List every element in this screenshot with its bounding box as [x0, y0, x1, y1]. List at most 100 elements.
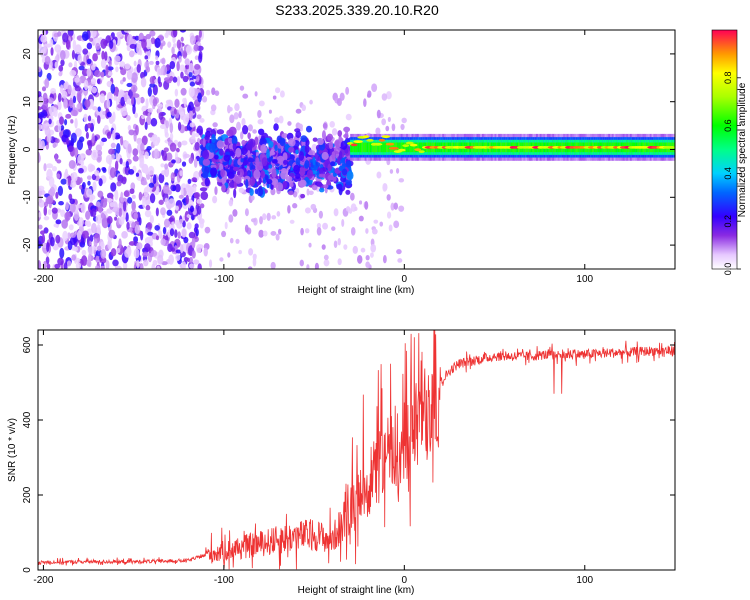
spectrogram-cell	[132, 155, 139, 162]
spectrogram-cell	[295, 130, 302, 139]
spectrogram-cell	[316, 227, 322, 236]
spectrogram-cell	[268, 140, 274, 148]
spectrogram-cell	[270, 261, 276, 269]
spectrogram-cell	[298, 151, 305, 161]
spectrogram-cell	[323, 254, 329, 261]
spectrogram-band-cell	[350, 142, 353, 153]
spectrogram-cell	[322, 122, 328, 129]
spectrogram-cell	[100, 59, 107, 69]
spectrogram-cell	[175, 249, 182, 254]
spectrogram-cell	[143, 259, 149, 267]
spectrogram-cell	[304, 160, 310, 169]
spectrogram-cell	[138, 191, 143, 201]
spectrogram-cell	[354, 206, 358, 211]
spectrogram-cell	[365, 261, 371, 268]
spectrogram-cell	[100, 265, 106, 269]
snr-frame	[37, 329, 676, 571]
spectrogram-cell	[203, 247, 208, 257]
spectrogram-cell	[41, 86, 47, 92]
spectrogram-cell	[63, 262, 68, 269]
spectrogram-cell	[89, 234, 94, 242]
spectrogram-cell	[109, 202, 115, 208]
spectrogram-cell	[85, 210, 91, 221]
spectrogram-cell	[199, 187, 208, 192]
spectrogram-cell	[93, 37, 101, 44]
spectrogram-cell	[68, 224, 74, 231]
spectrogram-cell	[321, 244, 326, 250]
spectrogram-cell	[68, 62, 73, 68]
spectrogram-cell	[343, 244, 348, 250]
spectrogram-cell	[92, 181, 97, 192]
spectrogram-cell	[49, 38, 54, 48]
spectrogram-cell	[141, 135, 148, 146]
spectrogram-cell	[72, 39, 77, 51]
spectrogram-cell	[212, 195, 218, 204]
spectrogram-cell	[59, 116, 65, 125]
spectrogram-cell	[171, 159, 176, 164]
spectrogram-cell	[151, 263, 156, 269]
spectrogram-cell	[180, 111, 185, 117]
spectrogram-cell	[242, 124, 249, 135]
spectrogram-cell	[124, 248, 131, 258]
spectrogram-cell	[69, 97, 74, 109]
spectrogram-band-cell	[379, 142, 382, 153]
spectrogram-cell	[115, 151, 120, 162]
spectrogram-cell	[350, 192, 355, 201]
spectrogram-cell	[227, 137, 233, 144]
spectrogram-cell	[86, 68, 92, 77]
spectrogram-cell	[164, 163, 169, 170]
spectrogram-band-cell	[402, 142, 405, 153]
spectrogram-cell	[310, 203, 317, 210]
spectrogram-cell	[150, 117, 158, 127]
spectrogram-cell	[265, 174, 269, 181]
spectrogram-ridge-cell	[350, 143, 358, 147]
spectrogram-cell	[276, 210, 281, 217]
spectrogram-cell	[211, 134, 216, 144]
spectrogram-x-tick-label: 0	[402, 274, 408, 285]
spectrogram-cell	[370, 252, 374, 258]
spectrogram-cell	[306, 169, 314, 179]
spectrogram-cell	[141, 38, 147, 50]
spectrogram-cell	[38, 106, 42, 111]
spectrogram-cell	[121, 231, 128, 239]
spectrogram-cell	[99, 113, 106, 120]
spectrogram-cell	[365, 255, 370, 261]
spectrogram-cell	[78, 217, 84, 227]
spectrogram-cell	[147, 86, 152, 97]
spectrogram-cell	[376, 171, 382, 179]
spectrogram-cell	[206, 131, 211, 140]
spectrogram-cell	[171, 46, 175, 55]
spectrogram-cell	[240, 158, 244, 163]
spectrogram-cell	[162, 184, 170, 194]
spectrogram-cell	[311, 143, 318, 152]
spectrogram-cell	[54, 44, 62, 53]
spectrogram-cell	[113, 95, 118, 101]
spectrogram-cell	[92, 53, 98, 62]
spectrogram-cell	[165, 30, 170, 37]
spectrogram-cell	[124, 63, 131, 70]
spectrogram-cell	[175, 254, 181, 262]
spectrogram-cell	[261, 157, 268, 167]
spectrogram-cell	[227, 171, 235, 179]
spectrogram-cell	[86, 188, 93, 198]
spectrogram-cell	[333, 208, 339, 217]
spectrogram-cell	[64, 168, 69, 177]
spectrogram-cell	[126, 115, 131, 122]
spectrogram-cell	[55, 234, 61, 244]
spectrogram-cell	[152, 139, 160, 147]
spectrogram-cell	[214, 186, 218, 196]
spectrogram-cell	[58, 201, 64, 206]
spectrogram-cell	[169, 75, 174, 82]
spectrogram-cell	[59, 84, 64, 94]
spectrogram-cell	[147, 165, 155, 176]
spectrogram-cell	[69, 70, 77, 77]
spectrogram-cell	[236, 121, 241, 131]
spectrogram-cell	[172, 36, 176, 44]
spectrogram-cell	[146, 145, 152, 151]
spectrogram-cell	[74, 85, 81, 92]
spectrogram-cell	[259, 137, 267, 147]
spectrogram-cell	[94, 265, 100, 269]
spectrogram-cell	[321, 151, 329, 160]
spectrogram-cell	[155, 55, 159, 61]
